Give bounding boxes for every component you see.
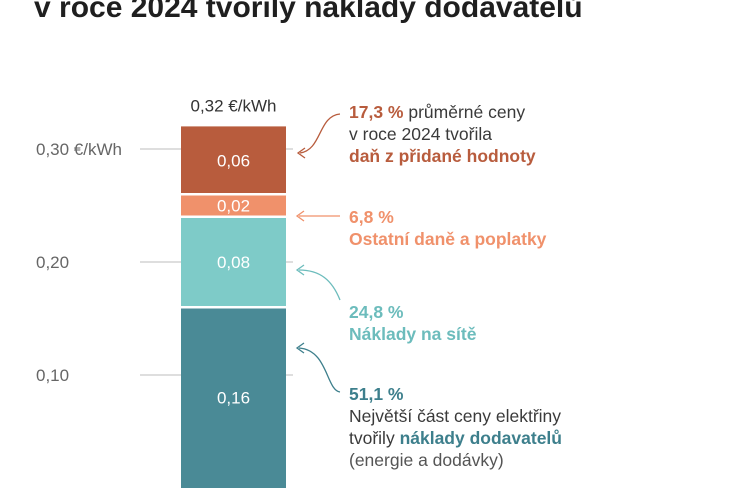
- network-pct: 24,8 %: [349, 302, 404, 322]
- bar-segment: [181, 216, 286, 308]
- bar-segment: [181, 307, 286, 488]
- arrow-supplier: [298, 347, 341, 393]
- other-pct: 6,8 %: [349, 207, 394, 227]
- vat-pct: 17,3 %: [349, 102, 404, 122]
- arrow-head: [295, 342, 305, 354]
- supplier-pct: 51,1 %: [349, 384, 404, 404]
- bar-segment: [181, 194, 286, 217]
- arrow-head: [295, 210, 305, 222]
- supplier-line3-pre: tvořily: [349, 428, 400, 448]
- total-label: 0,32 €/kWh: [191, 96, 277, 115]
- arrow-vat: [299, 113, 341, 154]
- chart-title: v roce 2024 tvořily náklady dodavatelů: [34, 0, 583, 24]
- segment-value-label: 0,06: [217, 151, 250, 170]
- annotation-other: 6,8 % Ostatní daně a poplatky: [349, 206, 546, 250]
- annotation-vat: 17,3 % průměrné ceny v roce 2024 tvořila…: [349, 101, 536, 167]
- network-line2: Náklady na sítě: [349, 324, 477, 344]
- supplier-line4: (energie a dodávky): [349, 450, 504, 470]
- annotation-network: 24,8 % Náklady na sítě: [349, 301, 476, 345]
- y-tick-label: 0,20: [36, 253, 69, 272]
- arrow-network: [298, 269, 341, 301]
- other-line2: Ostatní daně a poplatky: [349, 229, 547, 249]
- segment-value-label: 0,16: [217, 389, 250, 408]
- segment-value-label: 0,08: [217, 253, 250, 272]
- y-tick-label: 0,30 €/kWh: [36, 140, 122, 159]
- annotation-supplier: 51,1 % Největší část ceny elektřiny tvoř…: [349, 383, 562, 471]
- vat-line2: v roce 2024 tvořila: [349, 124, 492, 144]
- supplier-line2: Největší část ceny elektřiny: [349, 406, 562, 426]
- segment-value-label: 0,02: [217, 197, 250, 216]
- arrow-head: [296, 147, 306, 159]
- supplier-line3-bold: náklady dodavatelů: [399, 428, 562, 448]
- y-tick-label: 0,10: [36, 366, 69, 385]
- vat-line3: daň z přidané hodnoty: [349, 146, 536, 166]
- vat-line1: průměrné ceny: [403, 102, 526, 122]
- arrow-head: [295, 264, 305, 276]
- bar-segment: [181, 126, 286, 195]
